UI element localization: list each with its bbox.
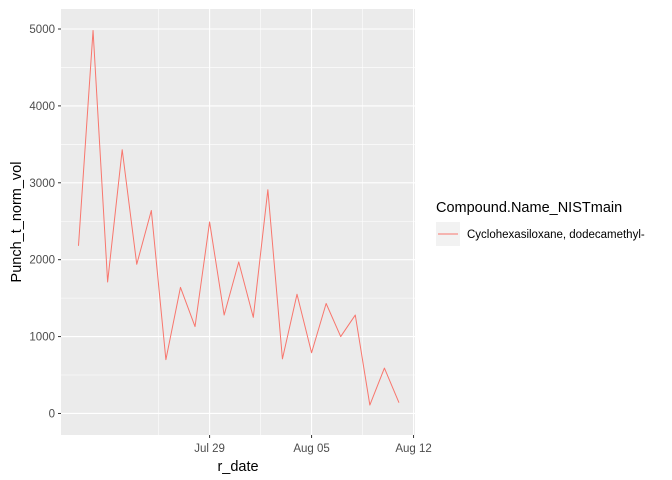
y-tick-label: 0: [49, 408, 55, 420]
plot-panel: [61, 9, 415, 435]
y-tick-label: 1000: [29, 332, 55, 344]
series-line: [77, 30, 400, 406]
x-axis-title: r_date: [217, 459, 258, 475]
minor-grid: [61, 9, 415, 435]
legend-title: Compound.Name_NISTmain: [436, 200, 622, 216]
x-tick-label: Jul 29: [194, 443, 225, 455]
x-axis: Jul 29 Aug 05 Aug 12: [194, 435, 432, 455]
x-tick-label: Aug 12: [395, 443, 431, 455]
legend-label: Cyclohexasiloxane, dodecamethyl-: [467, 229, 645, 241]
y-tick-label: 3000: [29, 178, 55, 190]
y-tick-label: 5000: [29, 24, 55, 36]
y-axis-title: Punch_t_norm_vol: [9, 162, 25, 283]
y-tick-label: 4000: [29, 101, 55, 113]
series-layer: [77, 30, 400, 406]
x-tick-label: Aug 05: [293, 443, 329, 455]
y-tick-label: 2000: [29, 255, 55, 267]
legend: Compound.Name_NISTmain Cyclohexasiloxane…: [436, 200, 645, 246]
y-axis: 0 1000 2000 3000 4000 5000: [29, 24, 61, 420]
